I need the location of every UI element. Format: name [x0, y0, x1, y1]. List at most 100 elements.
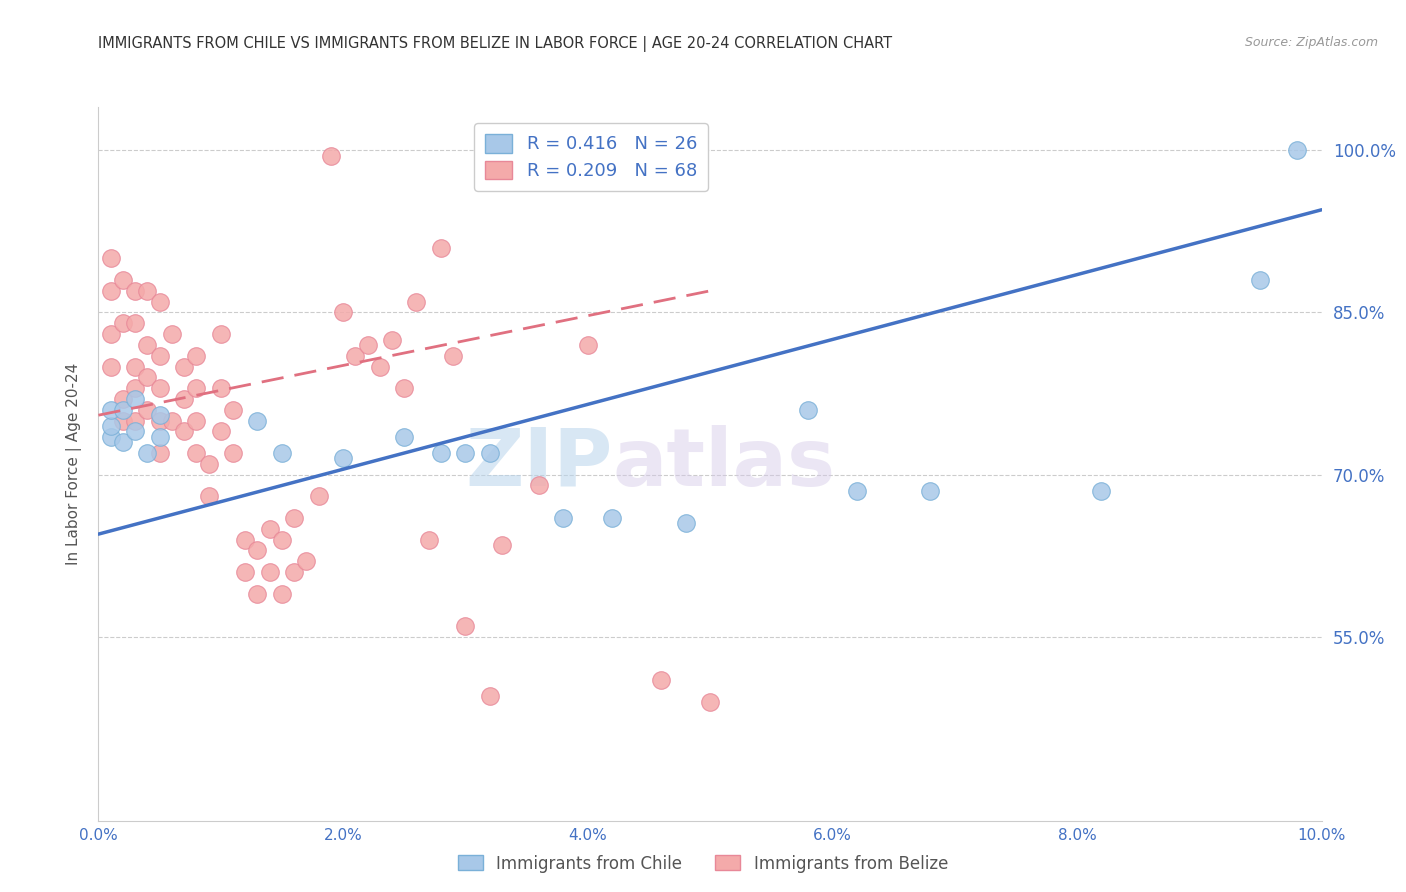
- Point: [136, 446, 159, 460]
- Point: [600, 511, 623, 525]
- Point: [209, 381, 232, 395]
- Point: [344, 349, 367, 363]
- Point: [173, 359, 195, 374]
- Point: [454, 619, 477, 633]
- Point: [111, 435, 134, 450]
- Point: [222, 402, 245, 417]
- Point: [111, 316, 134, 330]
- Point: [111, 402, 134, 417]
- Point: [124, 284, 146, 298]
- Point: [124, 425, 146, 439]
- Point: [270, 446, 292, 460]
- Point: [675, 516, 697, 531]
- Point: [368, 359, 391, 374]
- Point: [283, 511, 305, 525]
- Text: Source: ZipAtlas.com: Source: ZipAtlas.com: [1244, 36, 1378, 49]
- Point: [111, 414, 134, 428]
- Point: [100, 284, 122, 298]
- Point: [100, 430, 122, 444]
- Point: [100, 402, 122, 417]
- Point: [527, 478, 550, 492]
- Point: [650, 673, 672, 687]
- Point: [149, 381, 172, 395]
- Point: [295, 554, 318, 568]
- Point: [186, 446, 208, 460]
- Point: [1090, 483, 1112, 498]
- Point: [478, 446, 501, 460]
- Point: [1249, 273, 1271, 287]
- Point: [136, 338, 159, 352]
- Point: [149, 294, 172, 309]
- Point: [845, 483, 868, 498]
- Point: [356, 338, 378, 352]
- Point: [209, 327, 232, 342]
- Point: [332, 305, 354, 319]
- Point: [136, 402, 159, 417]
- Point: [136, 284, 159, 298]
- Point: [259, 522, 281, 536]
- Point: [246, 586, 269, 600]
- Point: [197, 489, 219, 503]
- Point: [111, 392, 134, 406]
- Text: atlas: atlas: [612, 425, 835, 503]
- Point: [233, 533, 256, 547]
- Point: [246, 543, 269, 558]
- Point: [478, 690, 501, 704]
- Point: [920, 483, 942, 498]
- Point: [149, 446, 172, 460]
- Text: IMMIGRANTS FROM CHILE VS IMMIGRANTS FROM BELIZE IN LABOR FORCE | AGE 20-24 CORRE: IMMIGRANTS FROM CHILE VS IMMIGRANTS FROM…: [98, 36, 893, 52]
- Point: [405, 294, 427, 309]
- Point: [124, 381, 146, 395]
- Point: [430, 241, 453, 255]
- Point: [454, 446, 477, 460]
- Point: [111, 273, 134, 287]
- Point: [124, 414, 146, 428]
- Point: [270, 586, 292, 600]
- Point: [1286, 143, 1309, 157]
- Point: [332, 451, 354, 466]
- Point: [173, 392, 195, 406]
- Point: [197, 457, 219, 471]
- Point: [246, 414, 269, 428]
- Point: [699, 695, 721, 709]
- Point: [418, 533, 440, 547]
- Point: [186, 349, 208, 363]
- Point: [100, 327, 122, 342]
- Point: [149, 349, 172, 363]
- Point: [186, 381, 208, 395]
- Point: [100, 419, 122, 434]
- Point: [160, 327, 183, 342]
- Point: [149, 430, 172, 444]
- Point: [797, 402, 820, 417]
- Point: [308, 489, 330, 503]
- Point: [160, 414, 183, 428]
- Text: ZIP: ZIP: [465, 425, 612, 503]
- Point: [283, 565, 305, 579]
- Point: [259, 565, 281, 579]
- Point: [149, 408, 172, 422]
- Point: [136, 370, 159, 384]
- Point: [441, 349, 464, 363]
- Point: [100, 252, 122, 266]
- Point: [222, 446, 245, 460]
- Point: [124, 392, 146, 406]
- Point: [491, 538, 513, 552]
- Point: [186, 414, 208, 428]
- Point: [392, 381, 416, 395]
- Point: [381, 333, 404, 347]
- Point: [233, 565, 256, 579]
- Point: [576, 338, 599, 352]
- Point: [124, 359, 146, 374]
- Legend: R = 0.416   N = 26, R = 0.209   N = 68: R = 0.416 N = 26, R = 0.209 N = 68: [474, 123, 709, 191]
- Legend: Immigrants from Chile, Immigrants from Belize: Immigrants from Chile, Immigrants from B…: [451, 848, 955, 880]
- Point: [173, 425, 195, 439]
- Point: [430, 446, 453, 460]
- Point: [100, 359, 122, 374]
- Point: [392, 430, 416, 444]
- Point: [209, 425, 232, 439]
- Point: [149, 414, 172, 428]
- Point: [553, 511, 575, 525]
- Point: [270, 533, 292, 547]
- Point: [124, 316, 146, 330]
- Point: [319, 149, 342, 163]
